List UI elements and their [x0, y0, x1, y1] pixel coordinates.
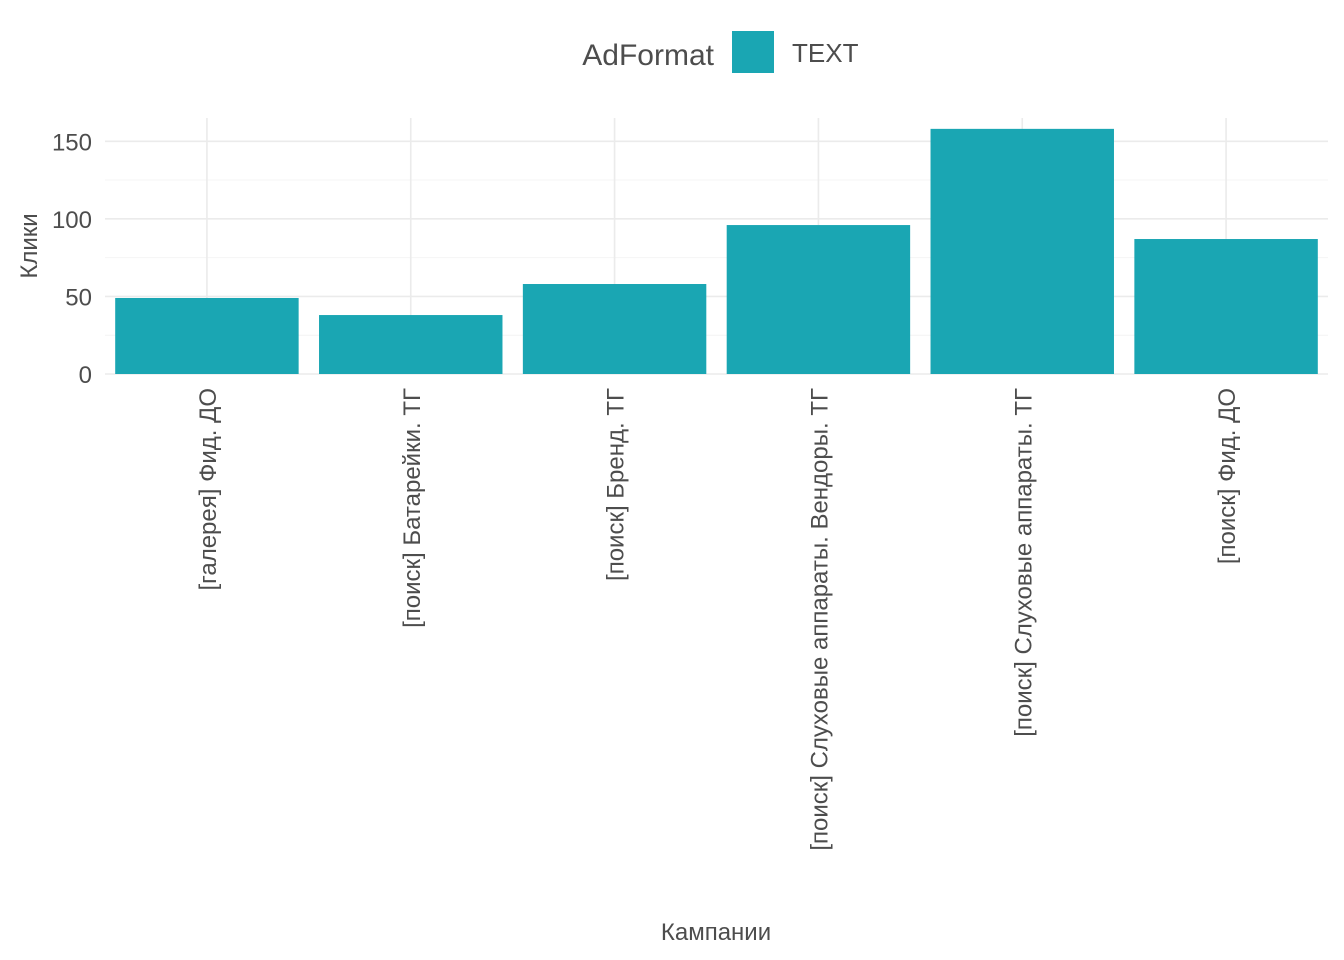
legend-swatch-text [732, 31, 774, 73]
y-axis-label: Клики [16, 213, 43, 278]
bar [522, 284, 707, 374]
x-tick-label: [поиск] Батарейки. ТГ [399, 388, 426, 628]
x-tick-label: [поиск] Фид. ДО [1214, 388, 1241, 564]
y-axis-ticks: 0 50 100 150 [52, 129, 92, 389]
y-tick-label: 100 [52, 207, 92, 234]
legend: AdFormat TEXT [582, 31, 859, 73]
bar [319, 315, 503, 374]
y-tick-label: 150 [52, 129, 92, 156]
x-tick-label: [галерея] Фид. ДО [195, 388, 222, 591]
bar [1134, 239, 1318, 374]
x-tick-label: [поиск] Слуховые аппараты. Вендоры. ТГ [806, 388, 833, 851]
x-axis-label: Кампании [661, 919, 771, 946]
y-tick-label: 0 [79, 362, 92, 389]
y-tick-label: 50 [65, 284, 92, 311]
x-tick-label: [поиск] Слуховые аппараты. ТГ [1010, 388, 1037, 737]
legend-label-text: TEXT [792, 38, 859, 68]
bar [115, 297, 299, 374]
x-axis-ticks: [галерея] Фид. ДО [поиск] Батарейки. ТГ [п… [195, 388, 1241, 851]
x-tick-label: [поиск] Бренд. ТГ [603, 388, 630, 581]
legend-title: AdFormat [582, 39, 714, 72]
bar [930, 128, 1114, 374]
bars [115, 128, 1318, 374]
bar [726, 225, 911, 374]
